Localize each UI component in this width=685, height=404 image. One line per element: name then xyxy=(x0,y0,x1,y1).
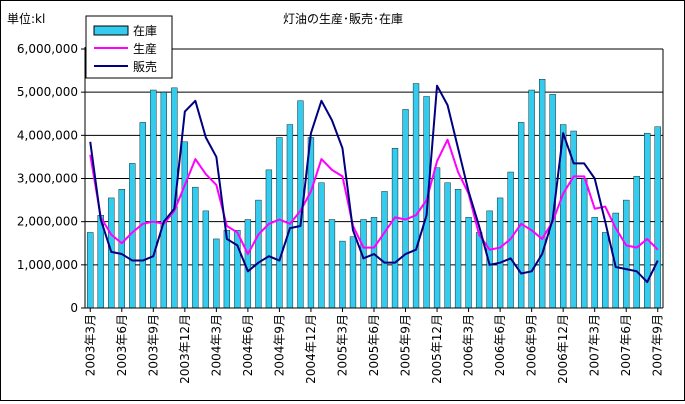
chart-title: 灯油の生産･販売･在庫 xyxy=(283,11,403,26)
bar-inventory xyxy=(223,230,231,309)
bar-inventory xyxy=(381,191,388,309)
unit-label: 単位:kl xyxy=(7,11,45,26)
bar-inventory xyxy=(602,232,609,309)
x-tick-label: 2003年12月 xyxy=(178,314,192,384)
bar-inventory xyxy=(475,232,483,309)
x-tick-label: 2004年3月 xyxy=(209,314,223,376)
bar-inventory xyxy=(391,148,399,309)
x-tick-label: 2007年6月 xyxy=(619,314,633,376)
bar-inventory xyxy=(276,137,283,309)
bar-inventory xyxy=(496,197,504,309)
legend-label-production: 生産 xyxy=(133,41,157,56)
bar-inventory xyxy=(349,236,357,309)
bar-inventory xyxy=(181,141,188,309)
bar-inventory xyxy=(213,238,220,309)
x-tick-label: 2004年6月 xyxy=(241,314,255,376)
legend-swatch-inventory xyxy=(93,25,129,36)
y-tick-label: 5,000,000 xyxy=(17,85,78,99)
bar-inventory xyxy=(139,122,146,309)
bar-inventory xyxy=(160,91,167,309)
bar-inventory xyxy=(339,240,346,309)
bar-inventory xyxy=(433,167,441,309)
y-tick-label: 6,000,000 xyxy=(17,42,78,56)
x-tick-label: 2006年3月 xyxy=(462,314,476,376)
x-tick-label: 2004年9月 xyxy=(272,314,286,376)
x-tick-label: 2006年12月 xyxy=(556,314,570,384)
x-tick-label: 2005年6月 xyxy=(367,314,381,376)
x-tick-label: 2006年6月 xyxy=(493,314,507,376)
y-tick-label: 0 xyxy=(70,301,78,315)
bar-inventory xyxy=(412,83,420,309)
y-tick-label: 2,000,000 xyxy=(17,215,78,229)
x-tick-label: 2005年9月 xyxy=(399,314,413,376)
y-tick-label: 3,000,000 xyxy=(17,172,78,186)
bar-inventory xyxy=(360,219,367,309)
y-tick-label: 1,000,000 xyxy=(17,258,78,272)
line-layer xyxy=(89,84,659,284)
bar-inventory xyxy=(454,189,462,309)
bar-inventory xyxy=(370,217,378,309)
line-production xyxy=(89,138,659,256)
bar-inventory xyxy=(591,217,598,309)
bar-inventory xyxy=(539,79,546,309)
x-tick-label: 2005年12月 xyxy=(430,314,444,384)
x-tick-label: 2003年6月 xyxy=(115,314,129,376)
bar-inventory xyxy=(328,219,336,309)
bar-inventory xyxy=(465,217,472,309)
bar-inventory xyxy=(202,210,209,309)
bar-inventory xyxy=(318,182,325,309)
bar-inventory xyxy=(234,230,241,309)
bar-inventory xyxy=(255,199,262,309)
bar-inventory xyxy=(307,137,315,309)
bar-inventory xyxy=(528,89,535,309)
legend-label-sales: 販売 xyxy=(133,59,157,74)
bar-layer xyxy=(87,79,661,309)
x-tick-label: 2003年3月 xyxy=(83,314,97,376)
bar-inventory xyxy=(150,89,157,309)
x-tick-label: 2007年9月 xyxy=(651,314,665,376)
legend: 在庫 生産 販売 xyxy=(85,15,173,79)
y-tick-label: 4,000,000 xyxy=(17,128,78,142)
x-tick-label: 2007年3月 xyxy=(588,314,602,376)
bar-inventory xyxy=(286,124,294,309)
bar-inventory xyxy=(633,176,640,309)
x-tick-label: 2006年9月 xyxy=(525,314,539,376)
x-tick-label: 2005年3月 xyxy=(335,314,349,376)
bar-inventory xyxy=(118,189,125,309)
bar-inventory xyxy=(87,232,94,309)
bar-inventory xyxy=(654,126,661,309)
legend-label-inventory: 在庫 xyxy=(133,24,157,38)
bar-inventory xyxy=(402,109,409,309)
bar-inventory xyxy=(192,186,199,309)
bar-inventory xyxy=(517,122,525,309)
bar-inventory xyxy=(97,214,104,309)
bar-inventory xyxy=(265,169,273,309)
bar-inventory xyxy=(623,199,630,309)
line-sales xyxy=(89,84,659,284)
axis-layer: 0 1,000,000 2,000,000 3,000,000 4,000,000 5,0… xyxy=(17,42,665,384)
bar-inventory xyxy=(581,178,588,309)
bar-inventory xyxy=(444,182,451,309)
x-tick-label: 2003年9月 xyxy=(146,314,160,376)
x-tick-label: 2004年12月 xyxy=(304,314,318,384)
